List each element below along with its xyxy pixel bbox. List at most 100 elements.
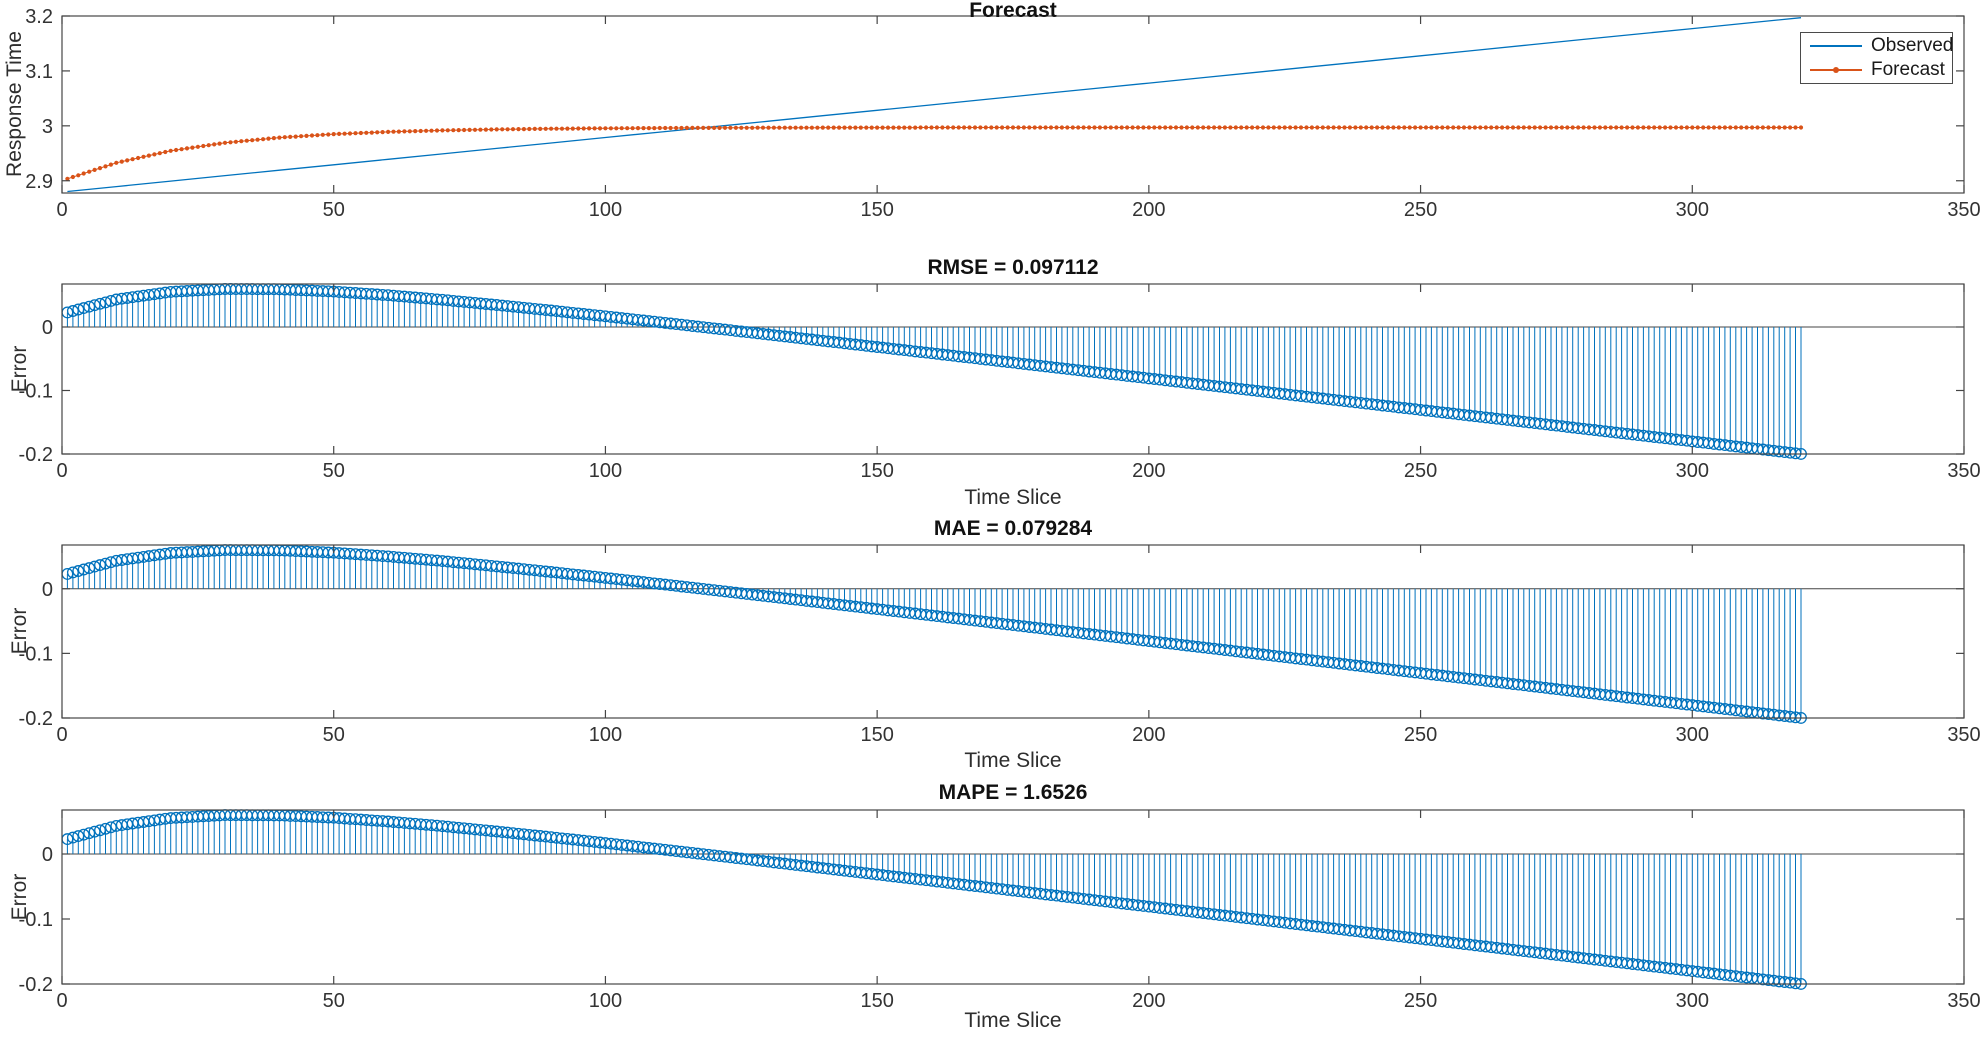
stem-marker-circle xyxy=(94,297,106,310)
stem-marker-circle xyxy=(104,821,117,834)
stem-marker-circle xyxy=(104,556,117,569)
x-tick-label: 150 xyxy=(860,460,893,482)
x-tick-label: 100 xyxy=(589,724,622,746)
x-tick-label: 0 xyxy=(56,460,67,482)
legend-label-forecast: Forecast xyxy=(1871,59,1945,80)
x-tick-label: 300 xyxy=(1676,724,1709,746)
stem-marker-circle xyxy=(104,294,117,307)
y-tick-label: -0.1 xyxy=(19,909,53,931)
stem-marker-circle xyxy=(99,296,112,309)
forecast-ylabel: Response Time xyxy=(3,31,26,177)
subplot-1: 0 50 100 150 200 250 300 350 0 -0.1 -0.2 xyxy=(19,283,1981,482)
x-tick-label: 150 xyxy=(860,990,893,1012)
x-tick-label: 200 xyxy=(1132,990,1165,1012)
stem-markers xyxy=(61,283,1807,460)
x-tick-label: 0 xyxy=(56,199,67,221)
legend-row-observed: Observed xyxy=(1801,35,1954,57)
x-tick-label: 350 xyxy=(1947,724,1980,746)
mae-xlabel: Time Slice xyxy=(964,749,1062,772)
x-tick-label: 50 xyxy=(323,990,345,1012)
stem-marker-circle xyxy=(99,822,112,835)
x-tick-label: 250 xyxy=(1404,460,1437,482)
subplot-forecast-title: Forecast xyxy=(969,0,1057,22)
rmse-ylabel: Error xyxy=(8,345,31,393)
stem-markers xyxy=(61,544,1807,724)
stem-marker-circle xyxy=(66,305,79,317)
y-tick-label: 3.2 xyxy=(25,6,53,28)
stem-lines xyxy=(66,815,1802,984)
y-tick-label: -0.1 xyxy=(19,643,53,665)
observed-line-sample xyxy=(1810,45,1862,47)
stem-marker-circle xyxy=(94,559,106,572)
x-tick-label: 300 xyxy=(1676,199,1709,221)
stem-marker-circle xyxy=(99,557,112,570)
stem-marker-circle xyxy=(88,299,101,312)
stem-marker-circle xyxy=(77,828,90,841)
rmse-xlabel: Time Slice xyxy=(964,486,1062,509)
x-tick-label: 50 xyxy=(323,724,345,746)
x-tick-label: 350 xyxy=(1947,199,1980,221)
mape-ylabel: Error xyxy=(8,873,31,921)
y-tick-label: -0.2 xyxy=(19,974,53,996)
x-tick-label: 250 xyxy=(1404,199,1437,221)
stem-marker-circle xyxy=(77,302,90,315)
x-tick-label: 100 xyxy=(589,460,622,482)
x-tick-label: 300 xyxy=(1676,990,1709,1012)
subplot-rmse-title: RMSE = 0.097112 xyxy=(927,256,1099,279)
axes-box xyxy=(61,544,1965,719)
y-tick-label: 2.9 xyxy=(25,171,53,193)
subplot-0: 0 50 100 150 200 250 300 350 2.9 3 3.1 3.2 xyxy=(25,6,1981,221)
stem-markers xyxy=(61,809,1807,990)
stem-path xyxy=(66,815,1802,984)
x-tick-label: 50 xyxy=(323,460,345,482)
subplot-mape-title: MAPE = 1.6526 xyxy=(938,781,1088,804)
forecast-dots xyxy=(65,125,1804,181)
x-tick-label: 250 xyxy=(1404,990,1437,1012)
stem-marker-circle xyxy=(1789,711,1802,724)
observed-line xyxy=(67,17,1802,193)
x-tick-label: 150 xyxy=(860,199,893,221)
x-tick-label: 0 xyxy=(56,724,67,746)
stem-marker-circle xyxy=(83,827,96,840)
y-tick-label: -0.1 xyxy=(19,380,53,402)
y-tick-label: 0 xyxy=(42,317,53,339)
stem-marker-circle xyxy=(94,824,106,837)
stem-marker-circle xyxy=(88,560,101,573)
x-tick-label: 100 xyxy=(589,199,622,221)
y-tick-label: 0 xyxy=(42,844,53,866)
stem-marker-circle xyxy=(72,303,85,316)
stem-lines xyxy=(66,550,1802,718)
stem-marker-circle xyxy=(83,562,96,575)
x-tick-label: 250 xyxy=(1404,724,1437,746)
subplot-3: 0 50 100 150 200 250 300 350 0 -0.1 -0.2 xyxy=(19,809,1981,1012)
legend: Observed Forecast xyxy=(1800,32,1953,84)
forecast-marker-dot xyxy=(1833,67,1839,73)
x-tick-label: 300 xyxy=(1676,460,1709,482)
y-tick-label: -0.2 xyxy=(19,444,53,466)
y-tick-label: 3.1 xyxy=(25,61,53,83)
stem-marker-circle xyxy=(72,565,85,577)
axes-box xyxy=(61,15,1965,194)
y-tick-label: 0 xyxy=(42,579,53,601)
forecast-line-sample xyxy=(1810,67,1862,73)
subplot-2: 0 50 100 150 200 250 300 350 0 -0.1 -0.2 xyxy=(19,544,1981,746)
x-tick-label: 200 xyxy=(1132,460,1165,482)
x-tick-label: 200 xyxy=(1132,724,1165,746)
stem-marker-circle xyxy=(66,831,79,844)
stem-path xyxy=(66,289,1802,454)
x-tick-label: 200 xyxy=(1132,199,1165,221)
stem-marker-circle xyxy=(1789,447,1802,460)
subplot-mae-title: MAE = 0.079284 xyxy=(933,517,1093,540)
stem-path xyxy=(66,550,1802,718)
legend-label-observed: Observed xyxy=(1871,35,1954,56)
y-tick-label: -0.2 xyxy=(19,708,53,730)
x-tick-label: 50 xyxy=(323,199,345,221)
stem-marker-circle xyxy=(66,566,79,579)
x-tick-label: 350 xyxy=(1947,990,1980,1012)
stem-marker-circle xyxy=(88,825,101,838)
stem-marker-circle xyxy=(1789,977,1802,990)
mape-xlabel: Time Slice xyxy=(964,1009,1062,1032)
axes-box xyxy=(61,283,1965,455)
